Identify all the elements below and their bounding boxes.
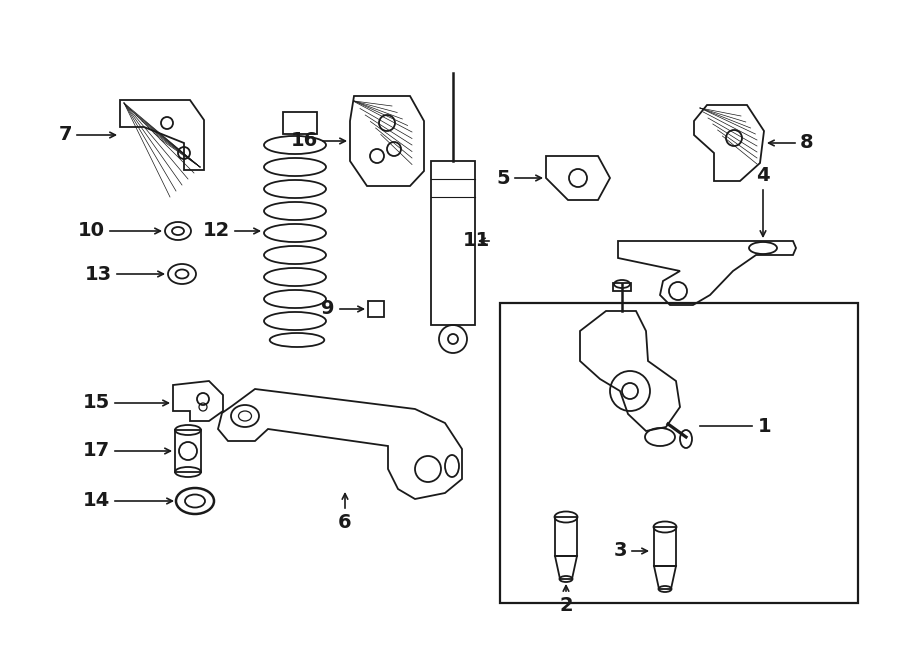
Text: 16: 16 [291,132,318,151]
Text: 4: 4 [756,166,770,185]
Text: 2: 2 [559,596,572,615]
Text: 8: 8 [800,134,814,153]
Text: 12: 12 [202,221,230,241]
Text: 14: 14 [83,492,110,510]
Text: 17: 17 [83,442,110,461]
Text: 11: 11 [463,231,490,251]
Text: 5: 5 [497,169,510,188]
Text: 9: 9 [321,299,335,319]
Text: 7: 7 [58,126,72,145]
Text: 13: 13 [85,264,112,284]
Bar [613,283,631,291]
Text: 3: 3 [614,541,627,561]
Text: 15: 15 [83,393,110,412]
Text: 10: 10 [78,221,105,241]
Text: 6: 6 [338,513,352,532]
Text: 1: 1 [758,416,771,436]
